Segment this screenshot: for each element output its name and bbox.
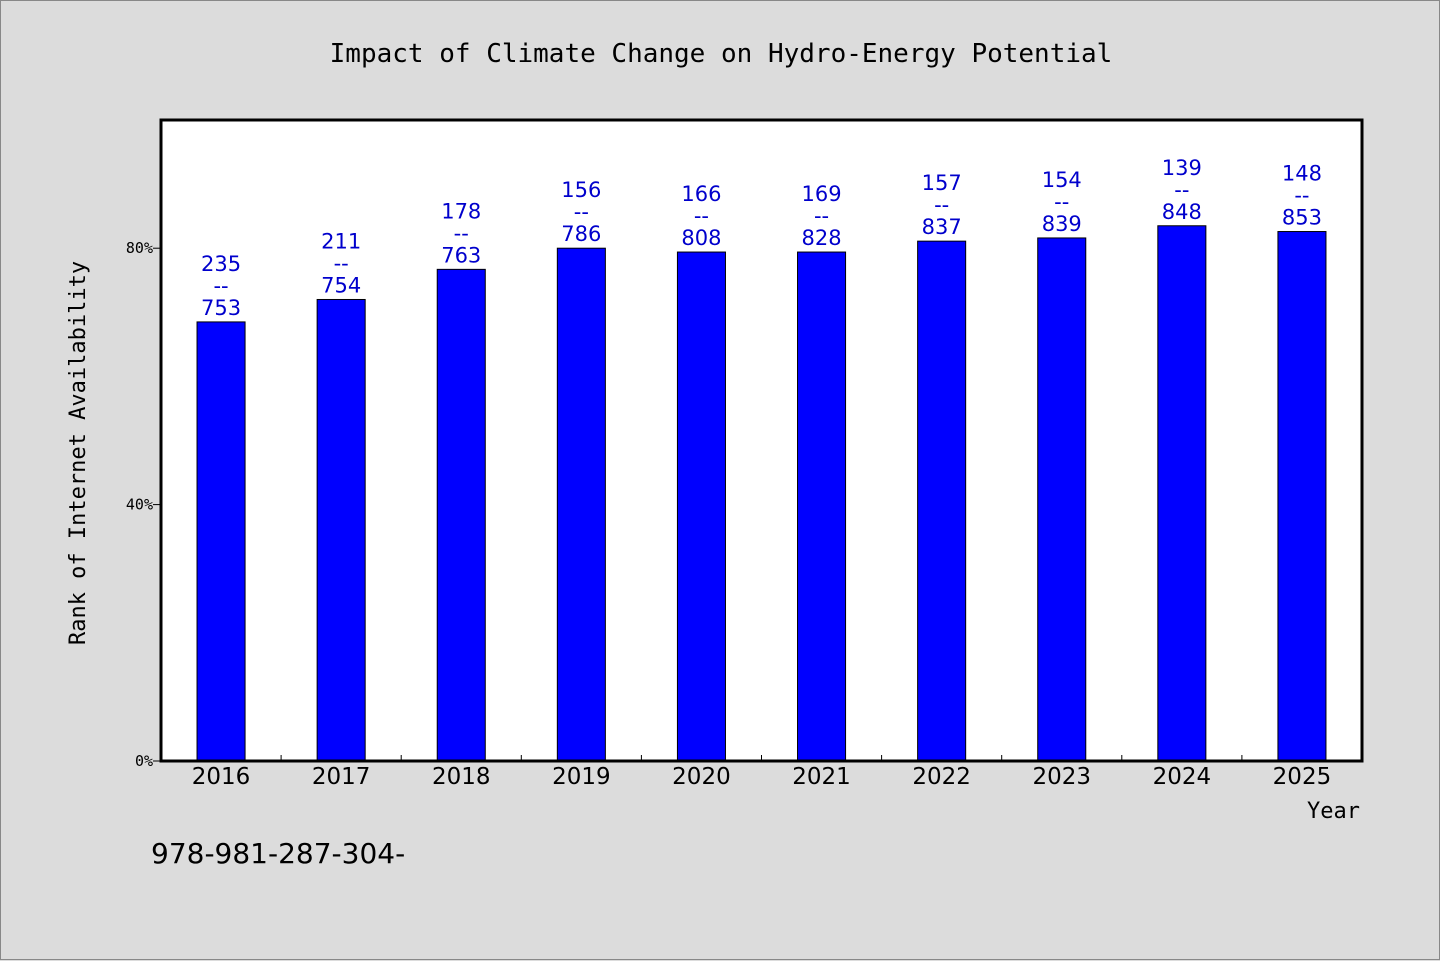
x-tick-label-2018: 2018 [432,764,491,790]
x-tick-label-2017: 2017 [312,764,371,790]
bar-2025 [1277,231,1327,762]
bar-2017 [316,298,366,762]
plot-border [159,118,1364,763]
bar-2023 [1037,237,1087,762]
y-axis-label: Rank of Internet Availability [66,261,91,645]
y-axis-ticks: 0% 40% 80% [126,239,161,770]
data-label-sep-2020: -- [694,204,709,228]
data-label-bottom-2024: 848 [1162,200,1202,224]
chart-title: Impact of Climate Change on Hydro-Energy… [330,39,1113,69]
x-tick-label-2022: 2022 [912,764,971,790]
data-labels-group: 235--753211--754178--763156--786166--808… [201,156,1322,320]
data-label-top-2024: 139 [1162,156,1202,180]
x-axis-label: Year [1307,799,1360,824]
x-tick-label-2025: 2025 [1273,764,1332,790]
x-tick-label-2023: 2023 [1032,764,1091,790]
bar-2019 [556,247,606,762]
data-label-bottom-2022: 837 [922,215,962,239]
y-tick-label-80: 80% [126,239,153,257]
data-label-top-2016: 235 [201,252,241,276]
bar-2018 [436,268,486,762]
x-tick-label-2016: 2016 [192,764,251,790]
data-label-sep-2023: -- [1054,190,1069,214]
bars-group [196,225,1327,762]
data-label-bottom-2025: 853 [1282,206,1322,230]
data-label-sep-2019: -- [574,200,589,224]
data-label-bottom-2019: 786 [561,222,601,246]
data-label-sep-2021: -- [814,204,829,228]
data-label-top-2018: 178 [441,199,481,223]
bar-2024 [1157,225,1207,762]
data-label-bottom-2023: 839 [1042,212,1082,236]
y-tick-label-0: 0% [135,752,153,770]
data-label-sep-2018: -- [454,221,469,245]
bar-2021 [797,251,847,762]
x-tick-label-2019: 2019 [552,764,611,790]
y-tick-label-40: 40% [126,496,153,514]
data-label-sep-2017: -- [334,251,349,275]
data-label-sep-2022: -- [934,193,949,217]
data-label-top-2019: 156 [561,178,601,202]
x-tick-label-2021: 2021 [792,764,851,790]
x-axis-ticks: 2016 2017 2018 2019 2020 2021 2022 2023 2024 2025 [192,755,1331,790]
x-tick-label-2020: 2020 [672,764,731,790]
footnote-text: 978-981-287-304- [151,837,405,870]
data-label-top-2017: 211 [321,229,361,253]
data-label-bottom-2017: 754 [321,273,361,297]
data-label-top-2023: 154 [1042,168,1082,192]
bar-2016 [196,321,246,762]
data-label-top-2025: 148 [1282,162,1322,186]
data-label-bottom-2021: 828 [802,226,842,250]
data-label-bottom-2018: 763 [441,243,481,267]
data-label-sep-2024: -- [1174,178,1189,202]
data-label-bottom-2020: 808 [681,226,721,250]
data-label-bottom-2016: 753 [201,296,241,320]
data-label-sep-2016: -- [213,274,228,298]
data-label-sep-2025: -- [1294,184,1309,208]
x-tick-label-2024: 2024 [1153,764,1212,790]
data-label-top-2020: 166 [681,182,721,206]
bar-2022 [917,240,967,762]
bar-2020 [676,251,726,762]
data-label-top-2021: 169 [802,182,842,206]
data-label-top-2022: 157 [922,171,962,195]
